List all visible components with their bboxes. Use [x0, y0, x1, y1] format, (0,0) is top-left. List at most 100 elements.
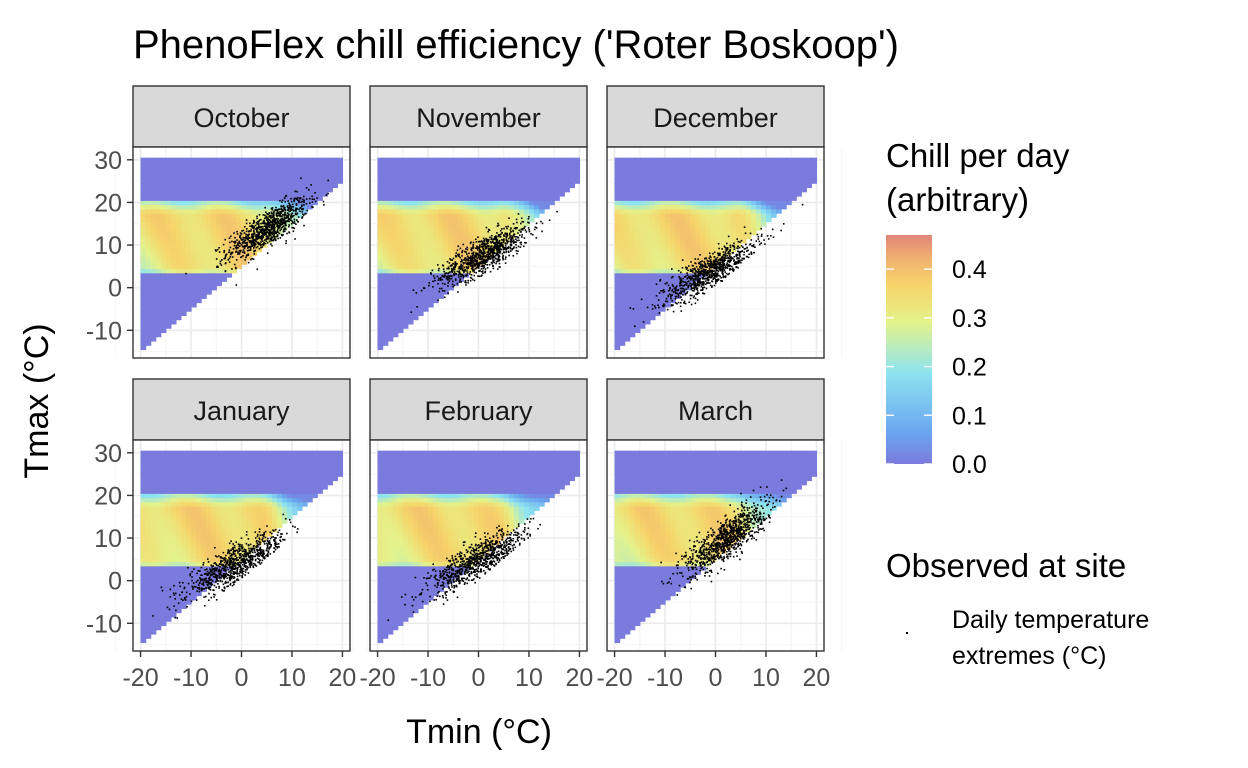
obs-point [464, 268, 466, 271]
heat-tile [624, 242, 631, 248]
obs-point [459, 256, 461, 259]
heat-tile [776, 187, 782, 193]
heat-tile [483, 157, 490, 163]
heat-tile [700, 251, 707, 257]
heat-tile [791, 161, 797, 167]
heat-tile [175, 281, 182, 287]
obs-point [487, 230, 489, 233]
heat-tile [670, 157, 676, 163]
obs-point [271, 232, 274, 235]
heat-tile [206, 178, 212, 184]
heat-tile [216, 264, 222, 270]
heat-tile [685, 208, 691, 214]
heat-tile [170, 157, 177, 163]
obs-point [290, 197, 292, 200]
obs-point [494, 236, 496, 238]
heat-tile [291, 213, 298, 218]
heat-tile [185, 281, 192, 287]
heat-tile [629, 319, 636, 325]
heat-tile [180, 191, 187, 197]
heat-tile [806, 157, 812, 163]
heat-tile [241, 170, 248, 176]
obs-point [290, 219, 292, 221]
heat-tile [730, 208, 737, 214]
heat-tile [710, 230, 717, 235]
heat-tile [503, 217, 510, 223]
heat-tile [458, 221, 464, 227]
heat-tile [317, 161, 323, 167]
heat-tile [211, 200, 217, 206]
heat-tile [231, 259, 238, 265]
heat-tile [150, 187, 157, 193]
heat-tile [665, 166, 671, 172]
obs-point [279, 218, 282, 221]
obs-point [502, 241, 505, 244]
obs-point [453, 268, 456, 271]
heat-tile [392, 204, 399, 210]
heat-tile [690, 225, 696, 231]
heat-tile [448, 230, 454, 235]
obs-point [527, 221, 529, 224]
obs-point [280, 228, 282, 231]
heat-tile [165, 298, 172, 304]
heat-tile [180, 281, 187, 287]
heat-tile [322, 191, 328, 197]
heat-tile [443, 285, 449, 291]
heat-tile [740, 187, 747, 193]
obs-point [248, 230, 250, 232]
obs-point [481, 264, 484, 267]
heat-tile [796, 170, 802, 176]
heat-tile [781, 204, 787, 210]
obs-point [311, 201, 314, 203]
obs-point [517, 232, 519, 234]
heat-tile [503, 191, 510, 197]
heat-tile [473, 196, 480, 201]
heat-tile [236, 174, 243, 180]
heat-tile [392, 166, 399, 172]
obs-point [498, 242, 500, 244]
heat-tile [417, 294, 424, 299]
heat-tile [422, 166, 429, 172]
obs-point [228, 257, 231, 260]
obs-point [527, 218, 530, 220]
heat-tile [488, 204, 495, 210]
heat-tile [201, 234, 207, 240]
heat-tile [473, 200, 480, 206]
heat-tile [639, 251, 646, 257]
heat-tile [463, 204, 470, 210]
heat-tile [614, 302, 621, 308]
heat-tile [478, 157, 485, 163]
obs-point [281, 219, 284, 221]
obs-point [476, 253, 478, 256]
heat-tile [644, 306, 651, 312]
heat-tile [377, 174, 384, 180]
obs-point [464, 262, 466, 264]
heat-tile [670, 234, 676, 240]
heat-tile [417, 166, 424, 172]
obs-point [275, 232, 277, 234]
obs-point [440, 277, 442, 279]
heat-tile [170, 178, 177, 184]
heat-tile [634, 298, 641, 304]
heat-tile [670, 196, 676, 201]
heat-tile [539, 191, 545, 197]
heat-tile [488, 251, 495, 257]
obs-point [446, 276, 449, 278]
heat-tile [428, 247, 434, 253]
heat-tile [685, 187, 691, 193]
obs-point [479, 262, 482, 265]
heat-tile [317, 166, 323, 172]
heat-tile [412, 264, 419, 270]
obs-point [505, 233, 507, 236]
obs-point [447, 266, 450, 269]
heat-tile [644, 264, 651, 270]
heat-tile [720, 161, 727, 167]
heat-tile [382, 328, 389, 334]
heat-tile [276, 178, 283, 184]
heat-tile [417, 311, 424, 316]
obs-point [469, 280, 472, 282]
heat-tile [402, 302, 409, 308]
heat-tile [765, 178, 772, 184]
heat-tile [211, 191, 217, 197]
heat-tile [534, 161, 540, 167]
